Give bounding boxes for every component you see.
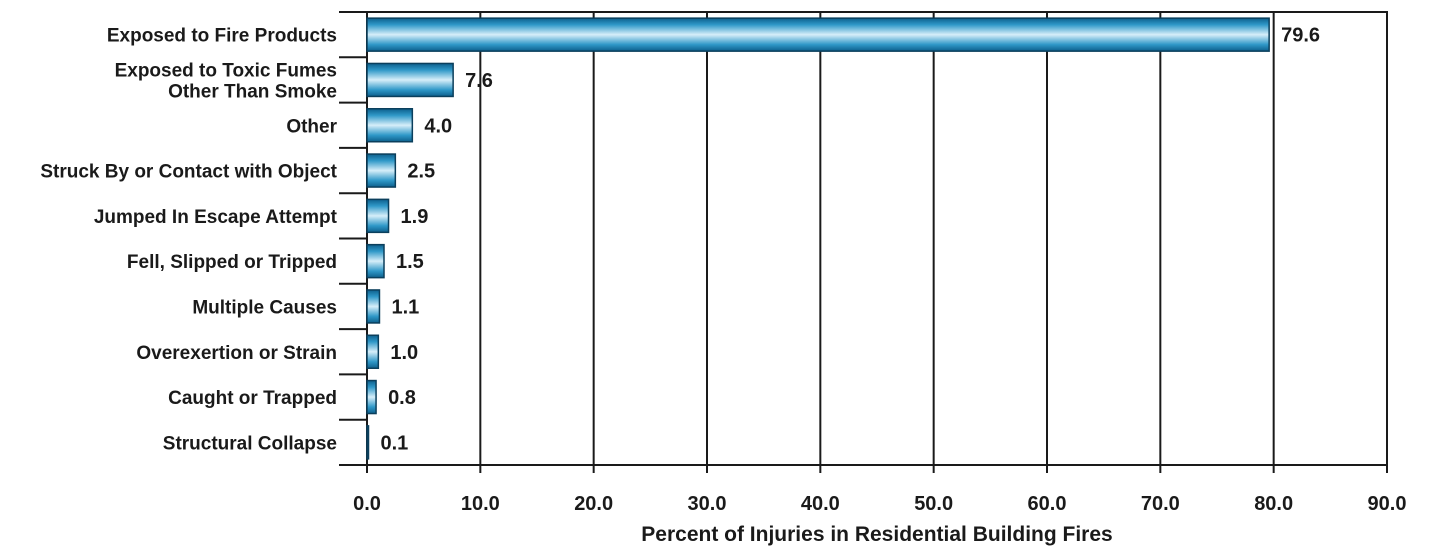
grid-lines (479, 12, 1275, 465)
bars (366, 17, 1270, 460)
bar-value-label: 7.6 (465, 70, 493, 92)
bar (366, 379, 377, 415)
bar (366, 243, 385, 279)
bar-value-label: 79.6 (1281, 25, 1320, 47)
x-tick-label: 10.0 (461, 493, 500, 515)
x-tick-label: 60.0 (1028, 493, 1067, 515)
bar (366, 17, 1270, 52)
bar-value-label: 0.8 (388, 387, 416, 409)
x-tick-label: 30.0 (688, 493, 727, 515)
bar-value-label: 4.0 (424, 115, 452, 137)
bar-value-label: 0.1 (381, 432, 409, 454)
category-label: Fell, Slipped or Tripped (127, 252, 337, 273)
category-label: Overexertion or Strain (136, 343, 337, 364)
x-tick-label: 0.0 (353, 493, 381, 515)
category-label: Other Than Smoke (168, 81, 337, 102)
bar-value-label: 1.5 (396, 251, 424, 273)
bar (366, 289, 381, 324)
bar (366, 153, 397, 188)
plot-area-frame (366, 11, 1388, 466)
x-tick-label: 50.0 (914, 493, 953, 515)
bar-value-label: 1.0 (390, 342, 418, 364)
bar (366, 425, 370, 460)
value-labels: 79.6 7.6 4.0 2.5 1.9 1.5 1.1 1.0 0.8 0.1 (381, 25, 1321, 455)
category-label: Exposed to Fire Products (107, 26, 337, 47)
category-label: Caught or Trapped (168, 388, 337, 409)
category-label: Exposed to Toxic Fumes (115, 60, 337, 81)
category-label: Multiple Causes (192, 297, 337, 318)
x-tick-label: 90.0 (1368, 493, 1407, 515)
bar-value-label: 1.1 (391, 296, 419, 318)
x-tick-label: 80.0 (1254, 493, 1293, 515)
x-axis-title: Percent of Injuries in Residential Build… (641, 523, 1112, 546)
x-axis-ticks: 0.0 10.0 20.0 30.0 40.0 50.0 60.0 70.0 80.0 90.0 (353, 465, 1406, 515)
x-tick-label: 70.0 (1141, 493, 1180, 515)
bar (366, 198, 390, 234)
x-tick-label: 40.0 (801, 493, 840, 515)
category-label: Struck By or Contact with Object (40, 162, 337, 183)
category-label: Other (286, 116, 337, 137)
category-labels: Exposed to Fire Products Exposed to Toxic… (40, 11, 367, 466)
bar (366, 108, 414, 143)
bar (366, 62, 454, 98)
bar-value-label: 2.5 (407, 161, 435, 183)
category-label: Jumped In Escape Attempt (94, 207, 338, 228)
bar-value-label: 1.9 (401, 206, 429, 228)
bar (366, 334, 380, 369)
category-label: Structural Collapse (163, 433, 337, 454)
x-tick-label: 20.0 (574, 493, 613, 515)
